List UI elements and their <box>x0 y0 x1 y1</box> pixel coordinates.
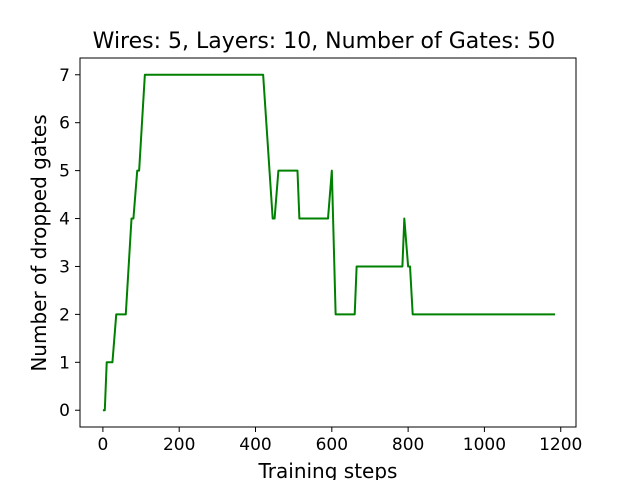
x-tick-label: 0 <box>97 435 108 455</box>
y-tick-label: 4 <box>59 210 70 230</box>
y-tick-label: 2 <box>59 305 70 325</box>
y-tick-label: 3 <box>59 257 70 277</box>
x-axis: 0 200 400 600 800 1000 1200 <box>97 427 582 455</box>
chart-title: Wires: 5, Layers: 10, Number of Gates: 5… <box>93 29 556 54</box>
x-tick-label: 400 <box>239 435 271 455</box>
plot-frame <box>79 57 577 428</box>
x-tick-label: 1000 <box>463 435 506 455</box>
y-axis: 0 1 2 3 4 5 6 7 <box>59 66 80 421</box>
x-tick-label: 200 <box>163 435 195 455</box>
x-axis-label: Training steps <box>258 459 398 480</box>
y-tick-label: 5 <box>59 162 70 182</box>
y-tick-label: 7 <box>59 66 70 86</box>
x-tick-label: 600 <box>316 435 348 455</box>
x-tick-label: 800 <box>392 435 424 455</box>
y-tick-label: 0 <box>59 401 70 421</box>
plot-area <box>102 73 556 412</box>
series-line-0 <box>102 73 556 412</box>
y-tick-label: 6 <box>59 114 70 134</box>
x-tick-label: 1200 <box>539 435 582 455</box>
y-tick-label: 1 <box>59 353 70 373</box>
y-axis-label: Number of dropped gates <box>27 114 51 371</box>
